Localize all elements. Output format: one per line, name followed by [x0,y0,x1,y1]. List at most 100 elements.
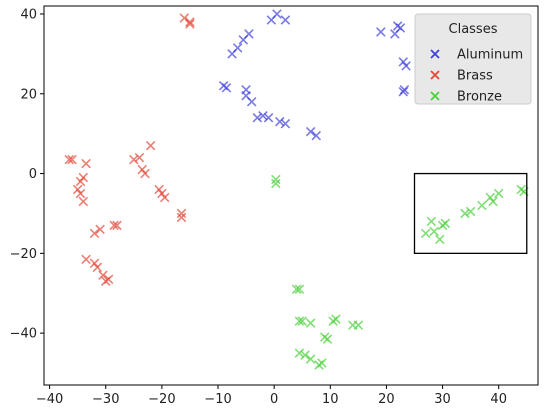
y-tick-label-20: 20 [20,87,37,102]
plot-frame [43,5,539,386]
legend-box [414,13,532,105]
point-brass-8 [72,184,83,195]
point-brass-24 [140,168,150,179]
point-brass-3 [64,154,75,165]
x-tick-label-40: 40 [490,392,507,407]
point-brass-16 [89,258,100,269]
point-aluminum-18 [311,130,322,141]
legend: Classes Aluminum Brass Bronze [414,13,532,105]
point-bronze-10 [477,200,487,211]
point-aluminum-24 [401,61,411,71]
point-brass-17 [92,262,103,273]
point-bronze-19 [297,316,307,326]
point-brass-15 [81,254,91,265]
point-bronze-1 [271,178,281,189]
point-aluminum-23 [398,57,409,67]
point-brass-29 [176,208,187,219]
point-brass-4 [67,154,77,165]
x-tick-label--20: −20 [148,392,175,407]
legend-label-brass: Brass [457,69,493,84]
point-bronze-22 [300,350,310,360]
point-aluminum-6 [227,49,237,59]
point-brass-26 [154,184,164,195]
point-brass-13 [109,220,119,231]
point-bronze-8 [460,208,470,219]
point-bronze-2 [420,228,431,239]
point-aluminum-17 [305,126,316,137]
point-bronze-11 [485,192,496,203]
point-bronze-3 [426,216,437,227]
point-brass-12 [95,224,105,235]
point-brass-10 [78,196,89,207]
legend-marker-bronze [430,91,440,101]
point-bronze-12 [488,196,498,207]
point-aluminum-4 [238,35,249,45]
y-tick-label--40: −40 [10,327,37,342]
point-bronze-23 [305,354,316,364]
point-bronze-9 [465,206,476,217]
point-aluminum-12 [252,112,263,123]
point-bronze-4 [429,226,439,237]
point-brass-5 [81,158,91,169]
point-brass-18 [98,270,108,281]
x-tick-label--30: −30 [92,392,119,407]
point-bronze-0 [271,174,281,185]
point-aluminum-22 [395,23,406,33]
point-brass-27 [157,188,167,199]
x-tick-label-20: 20 [378,392,395,407]
axes-layer: −40 −30 −20 −10 0 10 20 30 40 40 20 0 −20 −40 [10,5,539,407]
x-tick-label--10: −10 [204,392,231,407]
point-aluminum-19 [376,27,386,37]
legend-marker-brass [430,70,440,80]
point-aluminum-26 [398,87,409,97]
x-tick-label-0: 0 [270,392,278,407]
point-brass-28 [159,192,170,203]
point-brass-22 [134,152,145,163]
legend-label-aluminum: Aluminum [457,48,523,63]
y-tick-label-40: 40 [20,7,37,22]
point-aluminum-8 [221,83,232,93]
point-bronze-29 [331,314,341,324]
point-bronze-18 [294,316,305,326]
point-aluminum-13 [258,110,268,121]
point-bronze-5 [434,234,445,245]
point-brass-2 [185,19,195,29]
point-bronze-27 [322,334,333,344]
x-tick-label-10: 10 [322,392,339,407]
point-bronze-16 [291,284,302,295]
point-brass-23 [137,164,148,175]
point-bronze-25 [317,358,327,368]
point-brass-21 [129,154,139,165]
point-aluminum-15 [275,116,285,127]
point-bronze-7 [440,218,451,229]
point-bronze-31 [353,320,364,330]
y-tick-label--20: −20 [10,247,37,262]
point-brass-25 [145,140,156,151]
point-bronze-13 [493,188,504,199]
point-aluminum-11 [246,96,257,107]
legend-label-bronze: Bronze [457,90,502,105]
highlight-box-layer [413,172,528,254]
point-brass-9 [75,188,86,199]
x-tick-label-30: 30 [434,392,451,407]
point-bronze-21 [294,348,305,358]
y-tick-label-0: 0 [29,167,37,182]
point-aluminum-14 [263,112,274,123]
series-bronze [271,174,529,370]
series-aluminum [218,9,411,141]
point-aluminum-1 [266,15,277,25]
point-bronze-20 [305,318,316,328]
series-brass [64,13,195,287]
point-brass-14 [112,220,122,231]
point-brass-6 [78,172,89,183]
point-aluminum-16 [280,118,291,129]
x-tick-label--40: −40 [36,392,63,407]
highlight-box [413,172,528,254]
legend-marker-aluminum [430,49,440,59]
point-brass-20 [103,274,114,285]
point-brass-11 [89,228,100,239]
points-layer [64,9,529,370]
point-brass-7 [75,176,86,187]
point-aluminum-2 [280,15,291,25]
